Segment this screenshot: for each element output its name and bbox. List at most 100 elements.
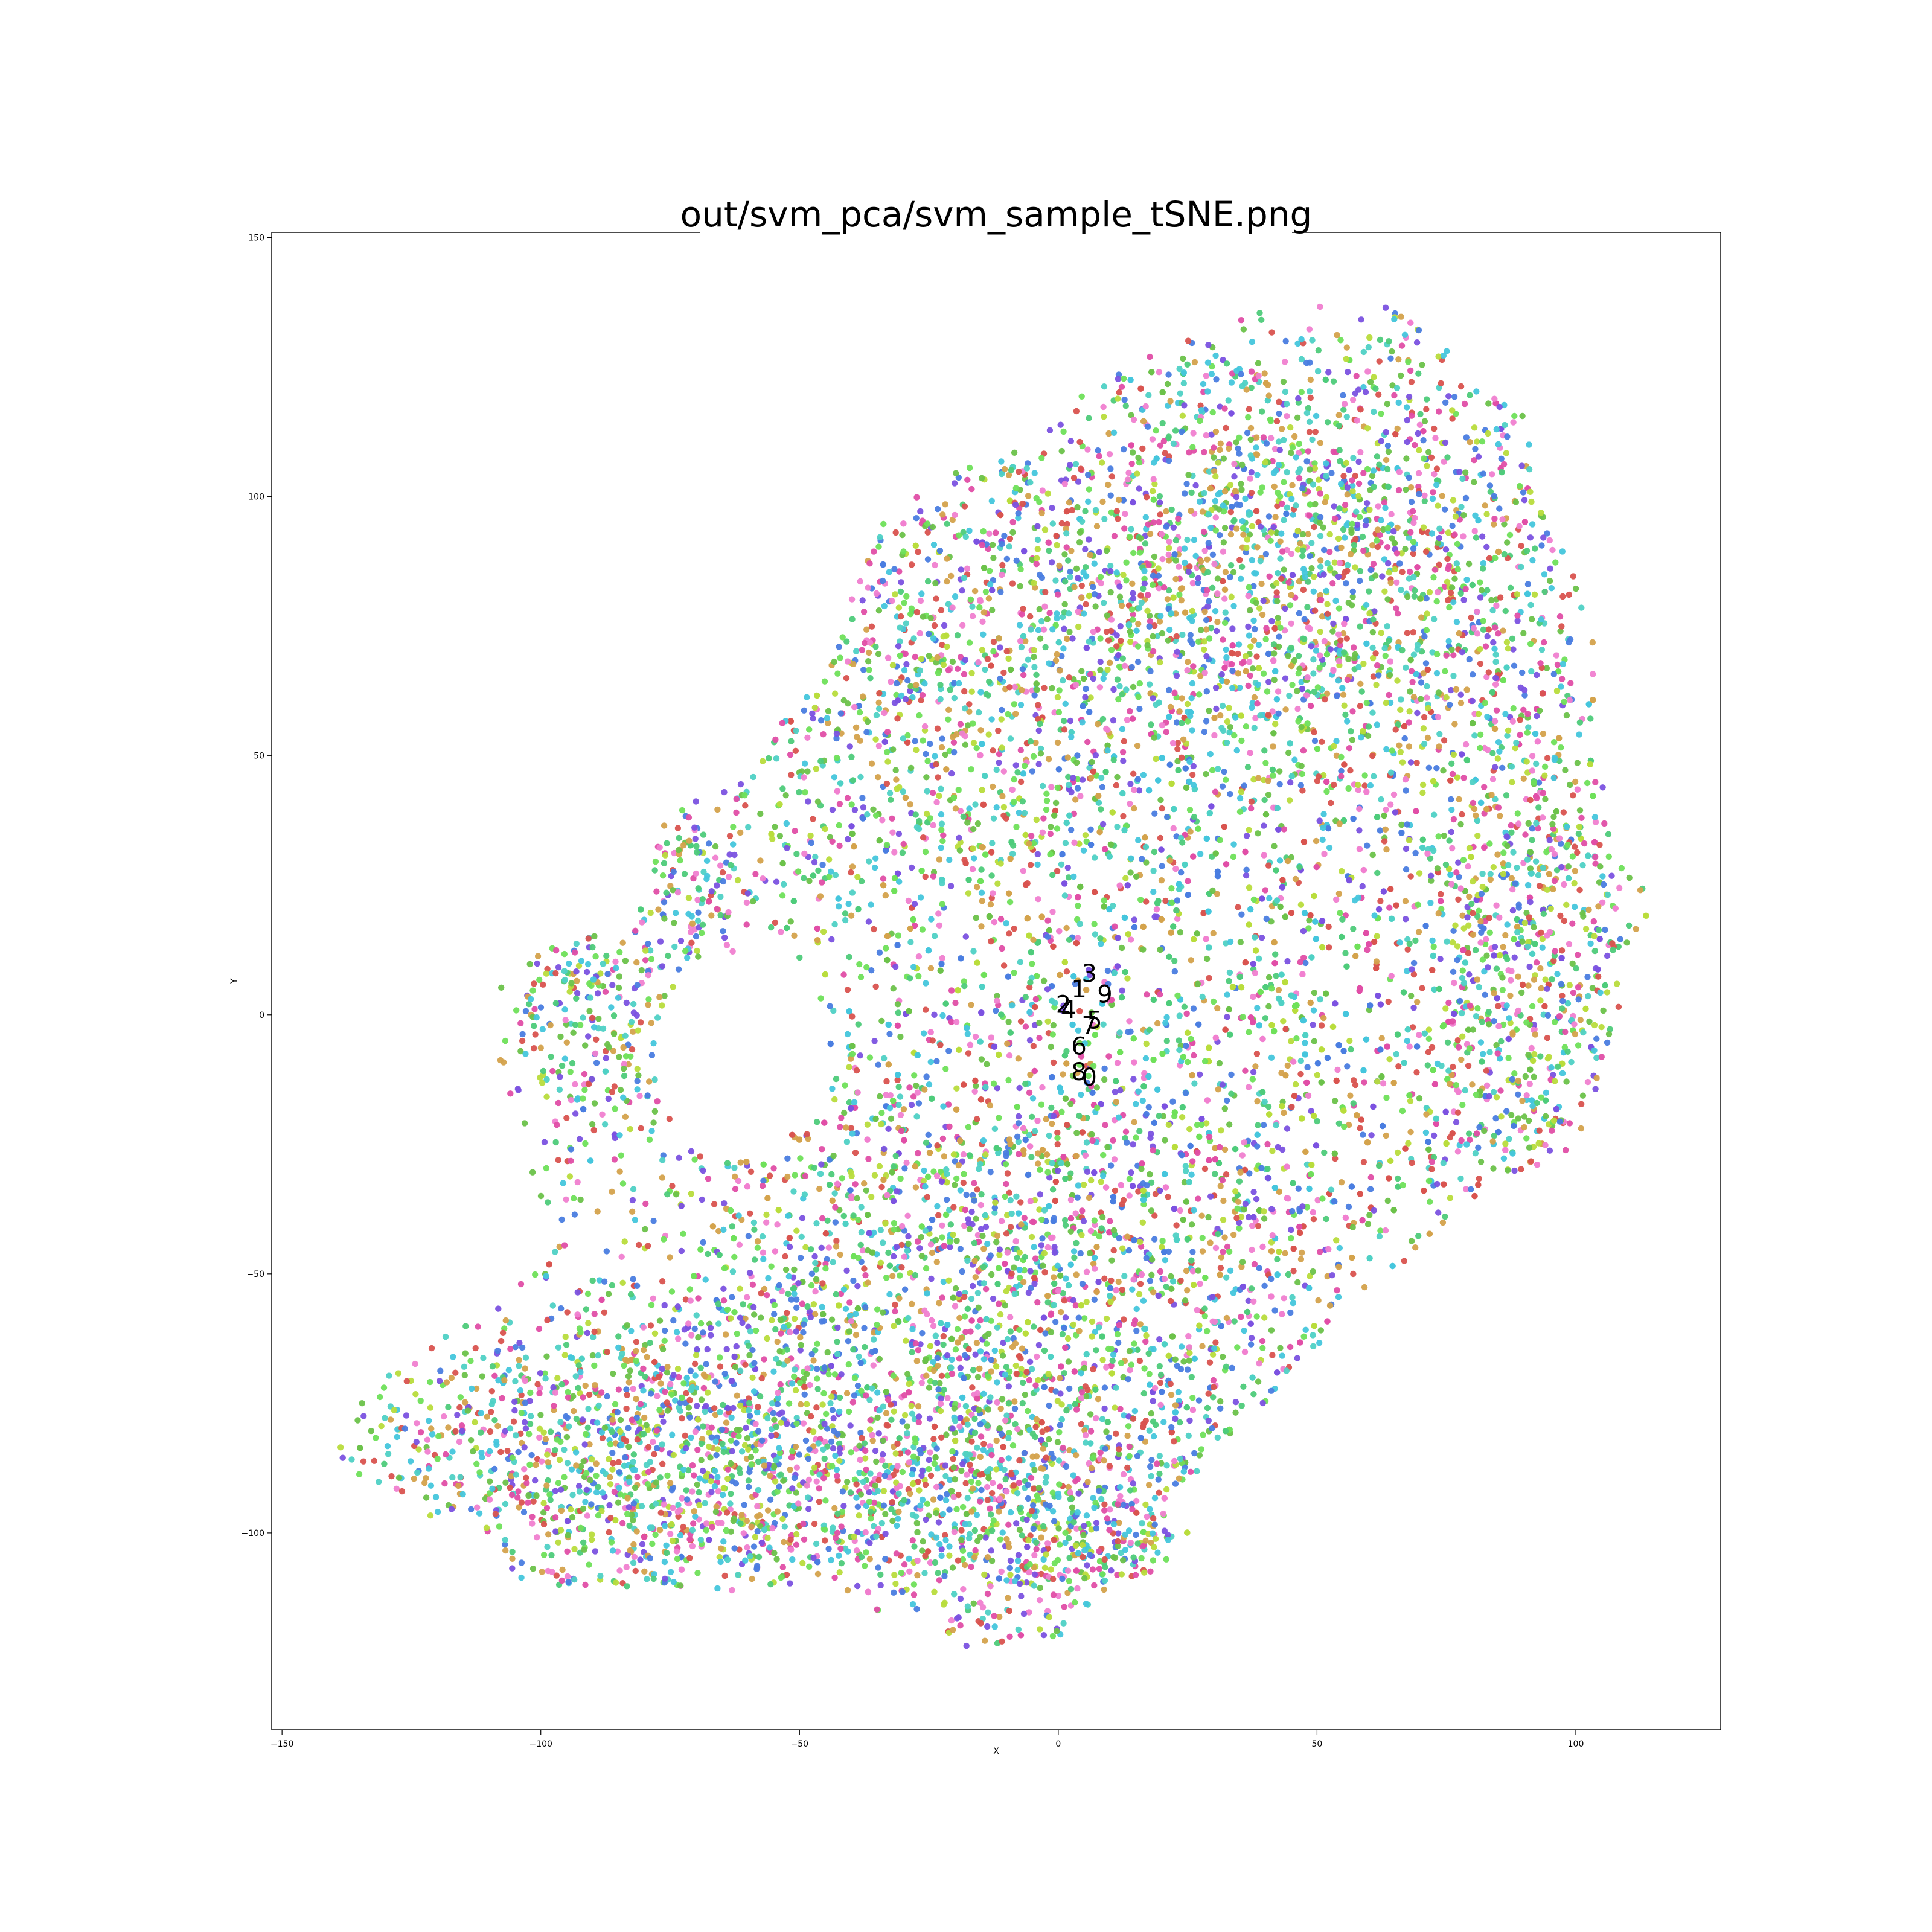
- data-point: [1378, 517, 1384, 523]
- data-point: [1262, 811, 1270, 818]
- data-point: [1313, 863, 1320, 871]
- data-point: [1441, 1181, 1447, 1188]
- data-point: [1114, 963, 1121, 970]
- data-point: [1451, 394, 1458, 400]
- data-point: [1316, 519, 1323, 526]
- data-point: [1361, 1079, 1367, 1086]
- data-point: [1156, 369, 1163, 376]
- data-point: [1257, 988, 1264, 996]
- data-point: [1520, 489, 1527, 496]
- data-point: [1477, 645, 1483, 653]
- data-point: [1246, 884, 1253, 891]
- data-point: [1321, 1149, 1328, 1156]
- data-point: [1249, 338, 1256, 345]
- data-point: [1358, 1116, 1364, 1123]
- data-point: [1421, 455, 1427, 462]
- data-point: [789, 1131, 796, 1139]
- data-point: [1356, 846, 1363, 852]
- data-point: [1511, 1122, 1517, 1130]
- data-point: [1340, 1048, 1347, 1054]
- data-point: [1011, 449, 1018, 456]
- data-point: [1209, 409, 1216, 416]
- data-point: [1079, 1129, 1086, 1136]
- data-point: [1305, 405, 1311, 412]
- data-point: [980, 1441, 987, 1447]
- data-point: [1261, 370, 1268, 377]
- data-point: [1150, 648, 1157, 655]
- data-point: [1186, 758, 1193, 766]
- data-point: [1337, 458, 1343, 465]
- data-point: [1096, 453, 1102, 459]
- data-point: [1342, 1214, 1349, 1221]
- data-point: [1069, 1072, 1076, 1080]
- data-point: [1232, 1399, 1239, 1406]
- data-point: [962, 860, 969, 867]
- data-point: [1425, 1146, 1432, 1153]
- data-point: [1090, 1261, 1097, 1267]
- data-point: [1360, 728, 1366, 735]
- data-point: [1274, 598, 1281, 604]
- data-point: [849, 830, 856, 837]
- data-point: [1284, 504, 1290, 511]
- data-point: [1262, 551, 1270, 558]
- data-point: [1170, 594, 1177, 601]
- data-point: [1348, 1183, 1355, 1190]
- data-point: [1382, 653, 1389, 659]
- data-point: [1413, 808, 1419, 814]
- data-point: [1428, 454, 1435, 461]
- data-point: [1282, 675, 1289, 682]
- data-point: [1220, 1354, 1226, 1360]
- data-point: [1353, 373, 1360, 379]
- data-point: [1313, 1142, 1320, 1149]
- data-point: [868, 967, 875, 974]
- data-point: [1435, 502, 1441, 509]
- data-point: [814, 1559, 821, 1566]
- data-point: [882, 892, 889, 899]
- data-point: [1026, 1009, 1033, 1016]
- data-point: [1243, 866, 1250, 873]
- data-point: [895, 1083, 902, 1090]
- data-point: [998, 716, 1005, 723]
- data-point: [1113, 1099, 1119, 1105]
- data-point: [1180, 736, 1187, 743]
- data-point: [1483, 511, 1490, 517]
- data-point: [1206, 1044, 1212, 1051]
- data-point: [1310, 1112, 1317, 1119]
- data-point: [543, 1165, 549, 1172]
- data-point: [1388, 511, 1395, 517]
- data-point: [1295, 670, 1302, 677]
- data-point: [1247, 1341, 1255, 1348]
- data-point: [1538, 510, 1544, 516]
- data-points: [337, 303, 1649, 1649]
- data-point: [1300, 1017, 1307, 1024]
- data-point: [1064, 865, 1072, 871]
- data-point: [1211, 561, 1218, 568]
- data-point: [1224, 1014, 1230, 1020]
- data-point: [1312, 429, 1319, 435]
- data-point: [1190, 763, 1197, 770]
- data-point: [1196, 691, 1203, 698]
- data-point: [1265, 679, 1272, 685]
- data-point: [1026, 984, 1033, 991]
- data-point: [1408, 668, 1415, 674]
- data-point: [1090, 768, 1097, 775]
- data-point: [1239, 461, 1246, 469]
- data-point: [1559, 593, 1566, 600]
- data-point: [1378, 1035, 1385, 1041]
- data-point: [945, 1101, 952, 1108]
- data-point: [1037, 635, 1044, 642]
- data-point: [1173, 633, 1180, 640]
- data-point: [1276, 398, 1282, 405]
- data-point: [1205, 342, 1212, 348]
- data-point: [1282, 979, 1288, 986]
- data-point: [847, 1422, 854, 1429]
- data-point: [1268, 529, 1275, 536]
- data-point: [1447, 871, 1454, 878]
- data-point: [1140, 923, 1147, 930]
- data-point: [1334, 1066, 1341, 1073]
- data-point: [1239, 660, 1246, 667]
- data-point: [1185, 568, 1192, 575]
- data-point: [1339, 685, 1346, 691]
- data-point: [1356, 514, 1363, 520]
- data-point: [1121, 662, 1128, 670]
